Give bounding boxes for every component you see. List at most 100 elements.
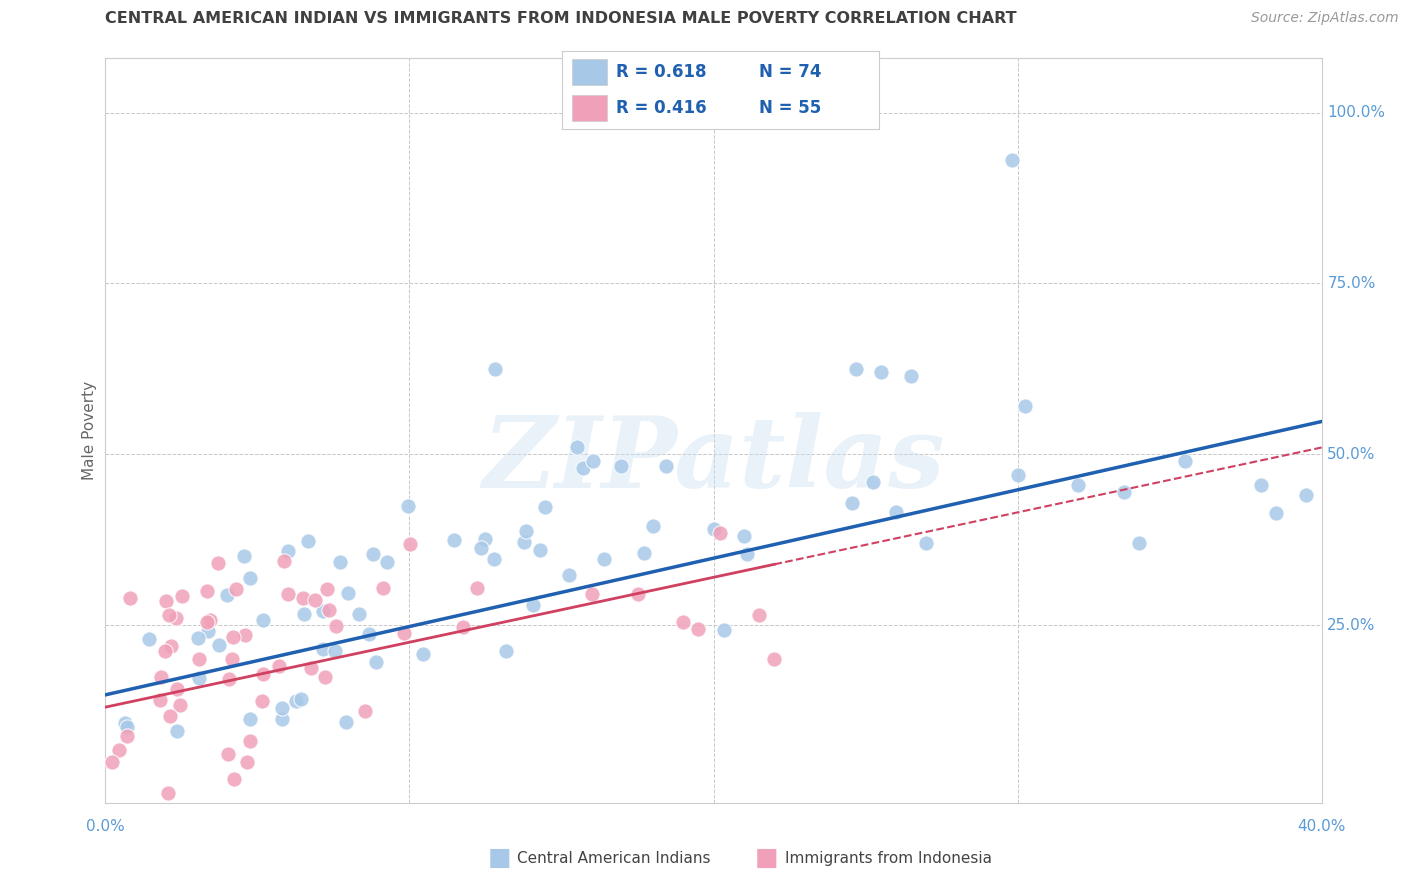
Text: Source: ZipAtlas.com: Source: ZipAtlas.com: [1251, 11, 1399, 25]
Point: [354, 704, 377, 718]
Point: [377, 555, 399, 569]
Point: [323, 644, 346, 658]
Point: [284, 694, 307, 708]
Point: [558, 568, 581, 582]
Point: [155, 594, 177, 608]
Point: [412, 647, 434, 661]
Point: [592, 552, 614, 566]
Text: ■: ■: [755, 847, 778, 870]
Point: [900, 368, 922, 383]
Point: [702, 523, 725, 537]
Point: [236, 755, 259, 769]
Point: [107, 742, 129, 756]
Point: [451, 620, 474, 634]
Point: [187, 631, 209, 645]
Point: [841, 496, 863, 510]
Point: [565, 441, 588, 455]
Point: [292, 591, 315, 605]
Text: ZIPatlas: ZIPatlas: [482, 412, 945, 508]
Point: [364, 655, 387, 669]
Point: [169, 698, 191, 712]
Point: [862, 475, 884, 489]
Point: [748, 607, 770, 622]
Point: [394, 626, 416, 640]
Point: [115, 720, 138, 734]
Point: [654, 458, 676, 473]
Point: [845, 362, 868, 376]
Point: [572, 461, 595, 475]
Bar: [572, 95, 607, 121]
Point: [195, 583, 218, 598]
Point: [239, 712, 262, 726]
Point: [1174, 454, 1197, 468]
Point: [197, 624, 219, 639]
Point: [233, 628, 256, 642]
Point: [114, 716, 136, 731]
Text: 40.0%: 40.0%: [1298, 819, 1346, 834]
Point: [299, 661, 322, 675]
Point: [312, 641, 335, 656]
Point: [763, 652, 786, 666]
Point: [1128, 536, 1150, 550]
Point: [156, 786, 179, 800]
Y-axis label: Male Poverty: Male Poverty: [82, 381, 97, 480]
Text: 50.0%: 50.0%: [1327, 447, 1375, 462]
Bar: [572, 59, 607, 86]
Point: [149, 693, 172, 707]
Point: [512, 535, 534, 549]
Point: [207, 556, 229, 570]
Point: [869, 365, 891, 379]
Point: [495, 644, 517, 658]
Point: [1250, 478, 1272, 492]
Point: [277, 544, 299, 558]
Point: [166, 724, 188, 739]
Text: CENTRAL AMERICAN INDIAN VS IMMIGRANTS FROM INDONESIA MALE POVERTY CORRELATION CH: CENTRAL AMERICAN INDIAN VS IMMIGRANTS FR…: [105, 11, 1017, 26]
Point: [484, 362, 506, 376]
Text: 25.0%: 25.0%: [1327, 617, 1375, 632]
Point: [361, 548, 384, 562]
Point: [153, 644, 176, 658]
Point: [292, 607, 315, 621]
Point: [396, 499, 419, 513]
Point: [150, 670, 173, 684]
Point: [187, 651, 209, 665]
Point: [316, 582, 339, 597]
Point: [672, 615, 695, 629]
Point: [626, 587, 648, 601]
Point: [484, 552, 506, 566]
Point: [529, 543, 551, 558]
Point: [290, 691, 312, 706]
Point: [534, 500, 557, 515]
Point: [399, 536, 422, 550]
Text: R = 0.618: R = 0.618: [616, 63, 707, 81]
Text: N = 55: N = 55: [759, 99, 821, 117]
Point: [470, 541, 492, 555]
Point: [465, 581, 488, 595]
Point: [1112, 484, 1135, 499]
Point: [252, 613, 274, 627]
Point: [1007, 467, 1029, 482]
Point: [915, 536, 938, 550]
Point: [1000, 153, 1022, 168]
Point: [443, 533, 465, 547]
Point: [170, 589, 193, 603]
Point: [166, 681, 188, 696]
Text: R = 0.416: R = 0.416: [616, 99, 707, 117]
Point: [522, 598, 544, 612]
Point: [312, 604, 335, 618]
Point: [336, 586, 359, 600]
Point: [239, 734, 262, 748]
Point: [252, 667, 274, 681]
Point: [165, 611, 187, 625]
Point: [221, 652, 243, 666]
Text: 100.0%: 100.0%: [1327, 105, 1385, 120]
Point: [239, 571, 262, 585]
Point: [100, 755, 122, 769]
Point: [207, 638, 229, 652]
Point: [318, 603, 340, 617]
Point: [117, 729, 139, 743]
Point: [633, 546, 655, 560]
Point: [159, 708, 181, 723]
Point: [735, 547, 758, 561]
Point: [250, 693, 273, 707]
